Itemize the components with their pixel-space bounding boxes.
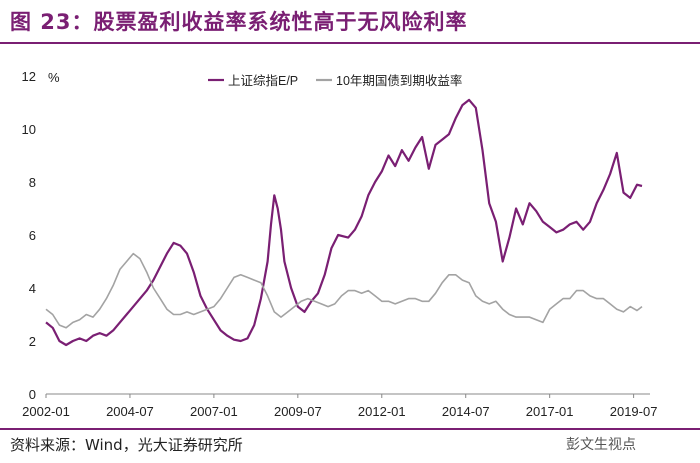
legend-label: 上证综指E/P [228, 73, 298, 88]
y-tick-label: 0 [29, 387, 36, 402]
y-tick-label: 8 [29, 175, 36, 190]
y-tick-label: 10 [22, 122, 36, 137]
y-tick-label: 4 [29, 281, 36, 296]
x-tick-label: 2007-01 [190, 404, 238, 419]
x-tick-label: 2012-01 [358, 404, 406, 419]
x-tick-label: 2002-01 [22, 404, 70, 419]
y-tick-label: 12 [22, 69, 36, 84]
x-tick-label: 2004-07 [106, 404, 154, 419]
y-axis-unit: % [48, 70, 60, 85]
series-line-equity-ep [45, 98, 643, 347]
figure-title: 图 23：股票盈利收益率系统性高于无风险利率 [10, 10, 468, 34]
y-tick-label: 6 [29, 228, 36, 243]
footer-divider [0, 428, 700, 430]
x-tick-label: 2017-01 [526, 404, 574, 419]
title-divider [0, 42, 700, 44]
title-bar: 图 23：股票盈利收益率系统性高于无风险利率 [0, 0, 700, 40]
x-tick-label: 2009-07 [274, 404, 322, 419]
x-tick-label: 2019-07 [610, 404, 658, 419]
series-line-bond-yield [45, 252, 643, 329]
legend-label: 10年期国债到期收益率 [336, 73, 462, 88]
y-tick-label: 2 [29, 334, 36, 349]
watermark: 彭文生视点 [566, 437, 636, 453]
source-note: 资料来源：Wind，光大证券研究所 [10, 436, 243, 454]
x-tick-label: 2014-07 [442, 404, 490, 419]
line-chart: 0 2 4 6 8 10 12 % 2002-01 2004-07 2007-01 2009-07 20… [22, 69, 658, 419]
